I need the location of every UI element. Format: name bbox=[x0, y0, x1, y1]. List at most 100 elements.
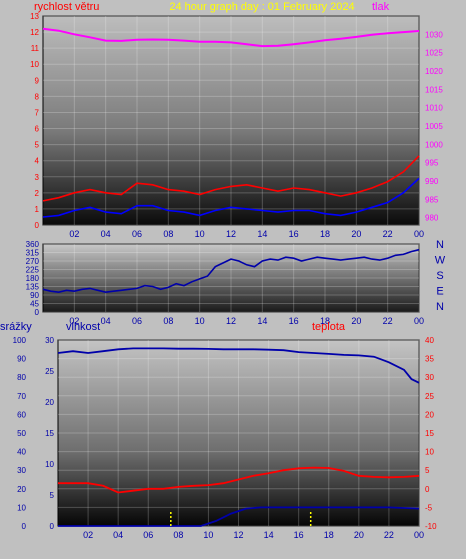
temperature-axis: -10 -5 0 5 10 15 20 25 30 35 40 bbox=[425, 336, 437, 531]
panel-wind-pressure-x-tick-label: 20 bbox=[351, 229, 361, 239]
humidity-percent-axis-tick-label: 70 bbox=[17, 392, 26, 401]
chart-title: 24 hour graph day : 01 February 2024 bbox=[169, 1, 354, 13]
temperature-axis-tick-label: 40 bbox=[425, 336, 434, 345]
pressure-axis-tick-label: 1010 bbox=[425, 104, 443, 113]
series-vlhkost bbox=[57, 347, 420, 384]
panel-humidity-temperature-x-tick-label: 22 bbox=[384, 530, 394, 540]
humidity-percent-axis-tick-label: 60 bbox=[17, 410, 26, 419]
panel-wind-direction-x-axis: 02 04 06 08 10 12 14 16 18 20 22 00 bbox=[69, 316, 424, 326]
panel-wind-direction-x-tick-label: 16 bbox=[289, 316, 299, 326]
pressure-label: tlak bbox=[372, 1, 390, 13]
wind-speed-label: rychlost větru bbox=[34, 1, 99, 13]
panel-wind-direction-x-tick-label: 10 bbox=[195, 316, 205, 326]
direction-axis-tick-label: 180 bbox=[26, 274, 40, 283]
wind-speed-axis-tick-label: 6 bbox=[35, 125, 40, 134]
compass-label: W bbox=[435, 255, 446, 267]
wind-speed-axis-tick-label: 5 bbox=[35, 141, 40, 150]
direction-axis-tick-label: 225 bbox=[26, 266, 40, 275]
humidity-percent-axis-tick-label: 20 bbox=[17, 485, 26, 494]
panel-wind-direction-series bbox=[42, 248, 420, 294]
panel-wind-pressure-x-tick-label: 22 bbox=[383, 229, 393, 239]
panel-humidity-temperature-x-tick-label: 06 bbox=[143, 530, 153, 540]
panel-humidity-temperature-x-tick-label: 02 bbox=[83, 530, 93, 540]
wind-speed-axis-tick-label: 4 bbox=[35, 157, 40, 166]
rain-axis: 0 5 10 15 20 25 30 bbox=[45, 336, 54, 531]
temperature-axis-tick-label: 30 bbox=[425, 373, 434, 382]
compass-label: N bbox=[436, 239, 444, 251]
panel-humidity-temperature-x-tick-label: 00 bbox=[414, 530, 424, 540]
panel-wind-pressure bbox=[42, 15, 420, 226]
direction-axis-tick-label: 135 bbox=[26, 283, 40, 292]
humidity-percent-axis-tick-label: 0 bbox=[22, 522, 27, 531]
panel-humidity-temperature-x-axis: 02 04 06 08 10 12 14 16 18 20 22 00 bbox=[83, 530, 424, 540]
series-nárazy bbox=[42, 177, 420, 218]
panel-wind-pressure-x-tick-label: 10 bbox=[195, 229, 205, 239]
direction-axis-tick-label: 90 bbox=[30, 291, 39, 300]
panel-wind-direction-x-tick-label: 00 bbox=[414, 316, 424, 326]
panel-wind-direction-x-tick-label: 12 bbox=[226, 316, 236, 326]
pressure-axis-tick-label: 1015 bbox=[425, 85, 443, 94]
panel-wind-pressure-x-tick-label: 00 bbox=[414, 229, 424, 239]
rain-label: srážky bbox=[0, 321, 32, 333]
panel-humidity-temperature-x-tick-label: 18 bbox=[324, 530, 334, 540]
temperature-axis-tick-label: 35 bbox=[425, 355, 434, 364]
wind-speed-axis-tick-label: 0 bbox=[35, 221, 40, 230]
panel-humidity-temperature-series bbox=[57, 347, 420, 527]
temperature-axis-tick-label: -10 bbox=[425, 522, 437, 531]
humidity-label: vlhkost bbox=[66, 321, 100, 333]
wind-speed-axis-tick-label: 13 bbox=[30, 12, 39, 21]
panel-humidity-temperature-x-tick-label: 04 bbox=[113, 530, 123, 540]
compass-label: N bbox=[436, 301, 444, 313]
humidity-percent-axis-tick-label: 90 bbox=[17, 355, 26, 364]
wind-speed-axis-tick-label: 11 bbox=[31, 44, 40, 53]
wind-speed-axis-tick-label: 9 bbox=[35, 76, 40, 85]
panel-wind-pressure-grid bbox=[43, 15, 420, 226]
pressure-axis-tick-label: 1000 bbox=[425, 140, 443, 149]
panel-wind-direction-x-tick-label: 18 bbox=[320, 316, 330, 326]
panel-wind-pressure-x-tick-label: 08 bbox=[163, 229, 173, 239]
pressure-axis-tick-label: 985 bbox=[425, 195, 439, 204]
humidity-percent-axis-tick-label: 40 bbox=[17, 448, 26, 457]
panel-wind-pressure-x-tick-label: 06 bbox=[132, 229, 142, 239]
panel-humidity-temperature-x-tick-label: 08 bbox=[173, 530, 183, 540]
humidity-percent-axis-tick-label: 10 bbox=[17, 503, 26, 512]
pressure-axis-tick-label: 1005 bbox=[425, 122, 443, 131]
panel-wind-pressure-x-tick-label: 14 bbox=[257, 229, 267, 239]
humidity-percent-axis-tick-label: 80 bbox=[17, 373, 26, 382]
panel-wind-direction-x-tick-label: 02 bbox=[69, 316, 79, 326]
rain-axis-tick-label: 25 bbox=[45, 367, 54, 376]
pressure-axis-tick-label: 1025 bbox=[425, 49, 443, 58]
panel-wind-direction-x-tick-label: 14 bbox=[257, 316, 267, 326]
temperature-axis-tick-label: 20 bbox=[425, 410, 434, 419]
pressure-axis-tick-label: 980 bbox=[425, 214, 439, 223]
temperature-axis-tick-label: 0 bbox=[425, 485, 430, 494]
wind-speed-axis-tick-label: 8 bbox=[35, 92, 40, 101]
temperature-axis-tick-label: 15 bbox=[425, 429, 434, 438]
panel-humidity-temperature-x-tick-label: 16 bbox=[294, 530, 304, 540]
temperature-axis-tick-label: 10 bbox=[425, 448, 434, 457]
rain-axis-tick-label: 20 bbox=[45, 398, 54, 407]
panel-wind-direction-x-tick-label: 08 bbox=[163, 316, 173, 326]
wind-speed-axis-tick-label: 1 bbox=[35, 205, 40, 214]
pressure-axis-tick-label: 990 bbox=[425, 177, 439, 186]
wind-speed-axis-tick-label: 2 bbox=[35, 189, 40, 198]
series-tlak bbox=[42, 27, 420, 48]
panel-wind-direction bbox=[42, 243, 420, 313]
series-srážky bbox=[58, 506, 420, 527]
pressure-axis-tick-label: 1030 bbox=[425, 30, 443, 39]
pressure-axis: 980 985 990 995 1000 1005 1010 1015 1020 1025 1030 bbox=[425, 30, 443, 222]
panel-humidity-temperature-x-tick-label: 10 bbox=[203, 530, 213, 540]
humidity-percent-axis-tick-label: 50 bbox=[17, 429, 26, 438]
panel-humidity-temperature-x-tick-label: 12 bbox=[233, 530, 243, 540]
panel-wind-direction-grid bbox=[43, 243, 420, 313]
panel-wind-pressure-x-tick-label: 18 bbox=[320, 229, 330, 239]
series-průměr bbox=[42, 155, 420, 202]
direction-axis-tick-label: 315 bbox=[26, 249, 40, 258]
panel-wind-pressure-x-tick-label: 16 bbox=[289, 229, 299, 239]
rain-axis-tick-label: 5 bbox=[50, 491, 55, 500]
compass-label: S bbox=[436, 270, 443, 282]
